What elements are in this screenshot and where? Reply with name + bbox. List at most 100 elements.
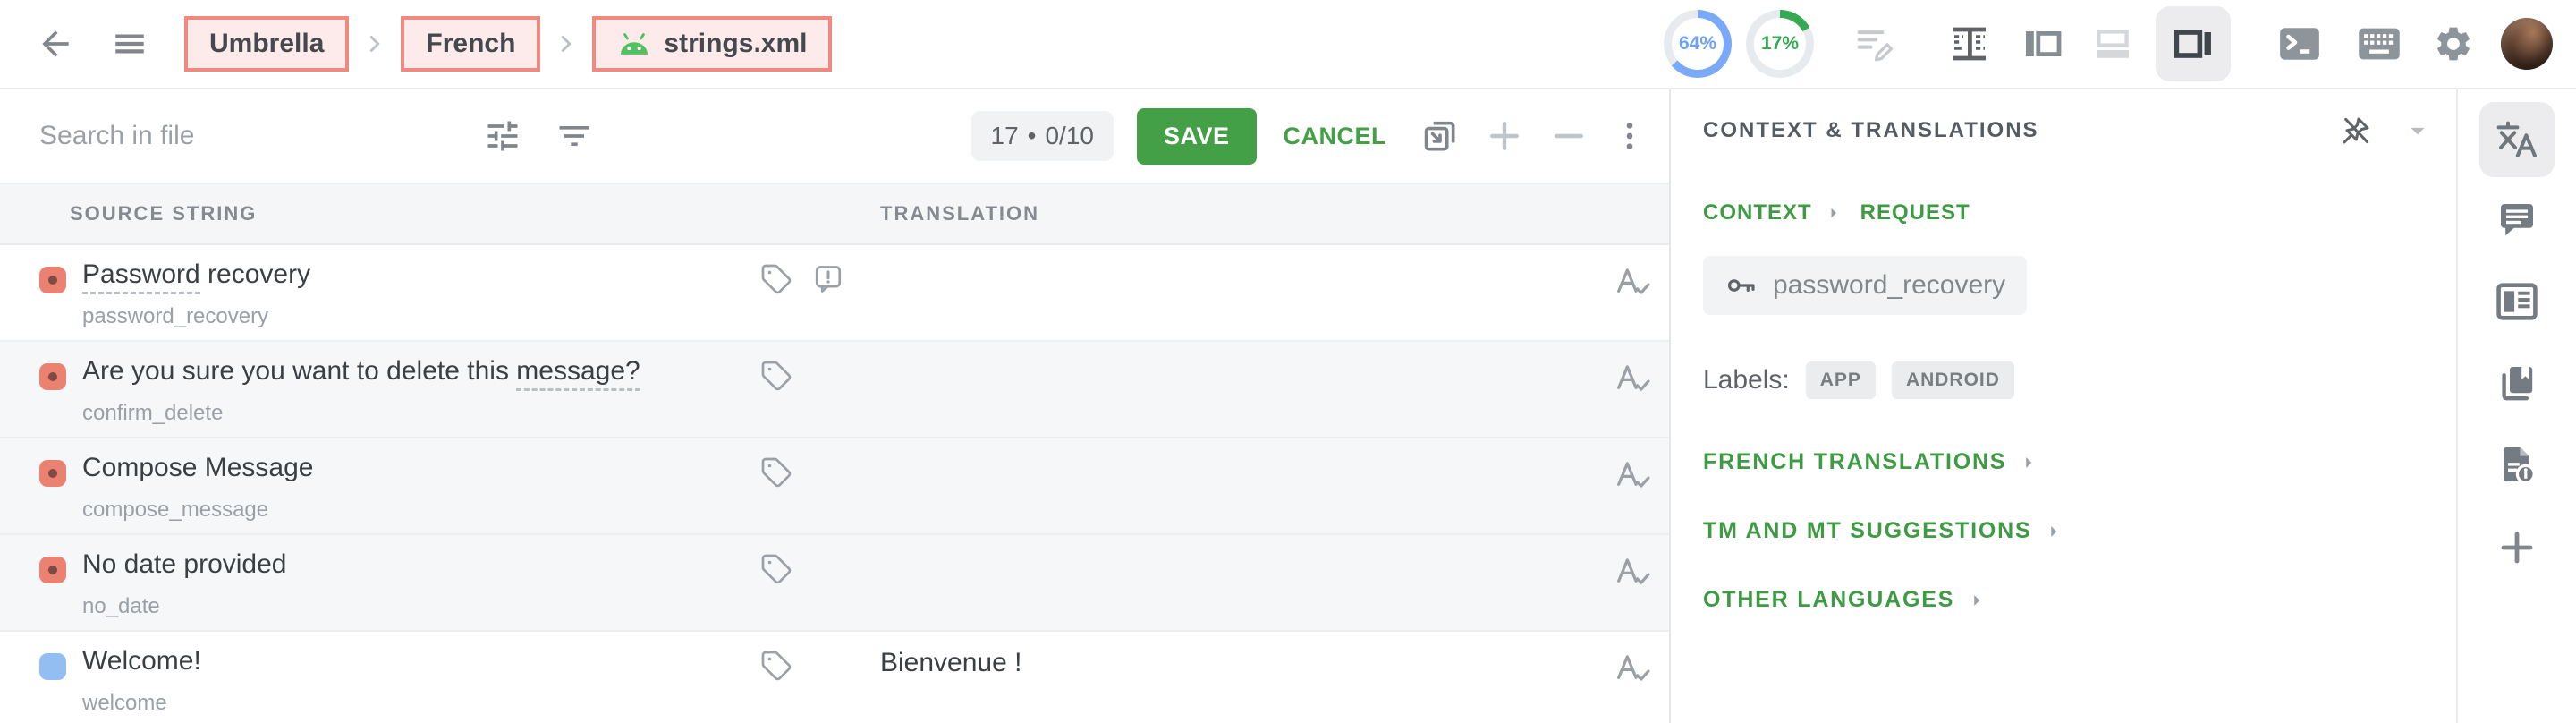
string-key-chip[interactable]: password_recovery: [1703, 256, 2028, 315]
string-counter: 17 • 0/10: [970, 111, 1114, 161]
approved-progress-ring[interactable]: 17%: [1746, 10, 1814, 78]
arrow-left-icon: [42, 30, 69, 57]
rail-context-tab[interactable]: [2495, 281, 2539, 322]
plus-icon: [2501, 532, 2533, 564]
table-row[interactable]: No date provided no_date: [0, 535, 1669, 632]
context-panel-title: CONTEXT & TRANSLATIONS: [1703, 118, 2039, 142]
shortcuts-button[interactable]: [2356, 25, 2402, 63]
drafts-button[interactable]: [1853, 24, 1898, 64]
table-row[interactable]: Password recovery password_recovery: [0, 245, 1669, 342]
strings-list: Password recovery password_recovery: [0, 245, 1669, 723]
qa-check-icon[interactable]: [1614, 553, 1651, 589]
status-untranslated-icon: [39, 267, 66, 293]
table-row[interactable]: Welcome! welcome Bienvenue !: [0, 632, 1669, 723]
draft-edit-icon: [1857, 30, 1894, 62]
request-context-link[interactable]: REQUEST: [1860, 200, 1970, 225]
back-button[interactable]: [36, 24, 75, 64]
breadcrumb-project-label: Umbrella: [209, 29, 325, 58]
chevron-right-icon: [1831, 208, 1836, 218]
table-row[interactable]: Are you sure you want to delete this mes…: [0, 342, 1669, 438]
string-key-value: password_recovery: [1773, 270, 2006, 300]
plus-icon: [1490, 122, 1519, 150]
pin-slash-icon: [2343, 117, 2369, 144]
approved-progress-value: 17%: [1754, 18, 1806, 70]
zoom-in-button[interactable]: [1485, 116, 1524, 156]
editor-toolbar: 17 • 0/10 SAVE CANCEL: [0, 89, 1669, 183]
source-column-header: SOURCE STRING: [70, 202, 258, 225]
article-icon: [2496, 283, 2538, 320]
rail-add-panel-button[interactable]: [2496, 526, 2538, 569]
labels-caption: Labels:: [1703, 365, 1790, 395]
string-key: confirm_delete: [82, 401, 224, 425]
tag-icon[interactable]: [760, 553, 792, 585]
bottom-panel-layout-icon: [2097, 30, 2129, 58]
tag-icon[interactable]: [760, 263, 792, 295]
translation-cell[interactable]: [859, 438, 1596, 533]
more-options-button[interactable]: [1612, 116, 1648, 156]
chevron-right-icon: [361, 30, 388, 57]
collapse-panel-button[interactable]: [2404, 117, 2431, 144]
menu-button[interactable]: [111, 25, 148, 63]
table-header: SOURCE STRING TRANSLATION: [0, 183, 1669, 245]
console-button[interactable]: [2277, 24, 2322, 64]
string-key: compose_message: [82, 498, 269, 522]
tag-icon[interactable]: [760, 360, 792, 392]
user-avatar[interactable]: [2501, 18, 2553, 70]
section-tm-mt-suggestions[interactable]: TM AND MT SUGGESTIONS: [1703, 518, 2063, 544]
tag-icon[interactable]: [760, 650, 792, 682]
tag-icon[interactable]: [760, 456, 792, 489]
right-panel-layout-icon: [2174, 30, 2211, 58]
hamburger-icon: [115, 34, 144, 54]
right-panel-layout-button[interactable]: [2156, 6, 2231, 81]
source-string-text: No date provided: [82, 549, 287, 579]
search-input[interactable]: [39, 121, 451, 151]
bottom-panel-layout-button[interactable]: [2091, 22, 2134, 65]
unpin-panel-button[interactable]: [2338, 113, 2374, 149]
breadcrumb: Umbrella French strings.xml: [184, 16, 833, 72]
zoom-out-button[interactable]: [1549, 116, 1589, 156]
save-button[interactable]: SAVE: [1136, 107, 1257, 165]
rail-comments-tab[interactable]: [2495, 199, 2539, 242]
rail-translations-tab[interactable]: [2479, 102, 2555, 177]
labels-row: Labels: APP ANDROID: [1703, 362, 2431, 399]
search-options-button[interactable]: [483, 116, 522, 156]
qa-check-icon[interactable]: [1614, 456, 1651, 492]
section-french-translations[interactable]: FRENCH TRANSLATIONS: [1703, 449, 2038, 475]
translated-progress-ring[interactable]: 64%: [1664, 10, 1732, 78]
copy-source-button[interactable]: [1420, 116, 1460, 156]
rail-file-info-tab[interactable]: [2495, 444, 2539, 487]
section-other-languages[interactable]: OTHER LANGUAGES: [1703, 587, 1987, 613]
side-by-side-mode-button[interactable]: [1948, 22, 1991, 65]
status-untranslated-icon: [39, 363, 66, 390]
toolbar-actions: 17 • 0/10 SAVE CANCEL: [970, 107, 1648, 165]
label-chip[interactable]: ANDROID: [1891, 362, 2014, 399]
sliders-icon: [487, 121, 518, 151]
strings-list-panel: 17 • 0/10 SAVE CANCEL: [0, 89, 1671, 723]
pages-bookmark-icon: [2502, 367, 2533, 401]
copy-arrow-icon: [1424, 121, 1455, 151]
label-chip[interactable]: APP: [1805, 362, 1876, 399]
translation-cell[interactable]: [859, 535, 1596, 630]
settings-button[interactable]: [2433, 23, 2474, 64]
breadcrumb-project[interactable]: Umbrella: [184, 16, 350, 72]
translate-icon: [2496, 121, 2537, 157]
breadcrumb-language-label: French: [426, 29, 516, 58]
filter-button[interactable]: [555, 116, 594, 156]
qa-check-icon[interactable]: [1614, 263, 1651, 299]
qa-check-icon[interactable]: [1614, 650, 1651, 685]
breadcrumb-language[interactable]: French: [401, 16, 541, 72]
rail-glossary-tab[interactable]: [2495, 362, 2539, 404]
cancel-button[interactable]: CANCEL: [1276, 108, 1394, 165]
left-panel-layout-button[interactable]: [2021, 22, 2064, 65]
translation-cell[interactable]: [859, 245, 1596, 340]
context-panel: CONTEXT & TRANSLATIONS: [1671, 89, 2456, 723]
issue-comment-icon[interactable]: [812, 263, 844, 295]
breadcrumb-file[interactable]: strings.xml: [592, 16, 833, 72]
translation-cell[interactable]: Bienvenue !: [880, 648, 1022, 677]
context-link[interactable]: CONTEXT: [1703, 200, 1843, 225]
string-key: password_recovery: [82, 304, 269, 328]
qa-check-icon[interactable]: [1614, 360, 1651, 396]
table-row[interactable]: Compose Message compose_message: [0, 438, 1669, 535]
translation-cell[interactable]: [859, 342, 1596, 437]
